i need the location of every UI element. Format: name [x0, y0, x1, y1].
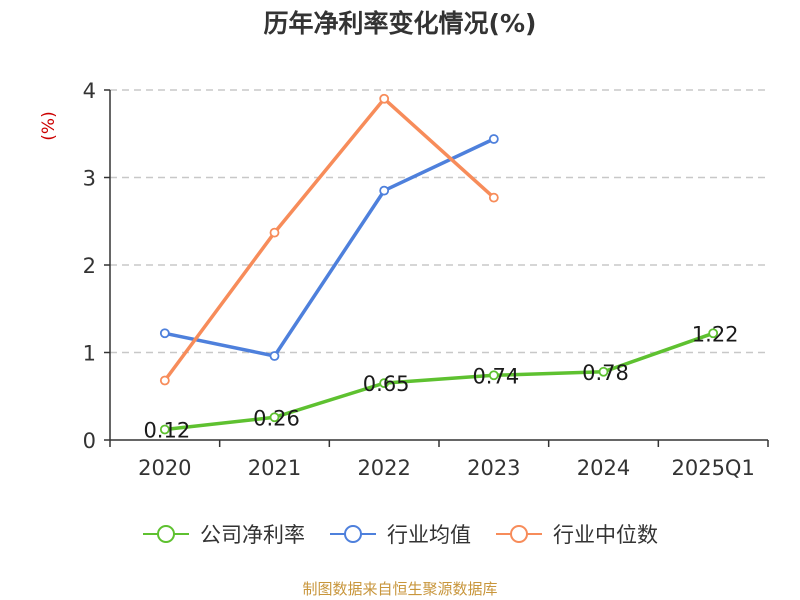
- series-lines: [159, 93, 719, 435]
- data-labels: 0.12 0.26 0.65 0.74 0.78 1.22: [143, 322, 738, 442]
- y-tick-label: 2: [83, 254, 96, 278]
- data-label: 0.74: [472, 364, 519, 388]
- legend-item[interactable]: 公司净利率: [142, 519, 305, 549]
- y-tick-label: 3: [83, 167, 96, 191]
- legend-label: 行业均值: [387, 523, 471, 547]
- y-tick-label: 0: [83, 429, 96, 453]
- data-point: [598, 366, 609, 377]
- data-label: 1.22: [692, 322, 739, 346]
- data-point: [269, 351, 280, 361]
- legend-item[interactable]: 行业均值: [329, 519, 471, 549]
- source-note: 制图数据来自恒生聚源数据库: [302, 580, 498, 598]
- legend-swatch: [496, 525, 542, 543]
- legend: 公司净利率 行业均值 行业中位数: [0, 519, 800, 549]
- data-point: [269, 412, 280, 423]
- data-label: 0.78: [582, 361, 629, 385]
- legend-label: 行业中位数: [553, 523, 658, 547]
- series-line: [164, 331, 714, 432]
- data-point: [488, 134, 499, 144]
- y-tick-label: 4: [83, 79, 96, 103]
- data-label: 0.26: [253, 406, 300, 430]
- data-label: 0.65: [363, 372, 410, 396]
- data-point: [159, 375, 170, 386]
- legend-item[interactable]: 行业中位数: [495, 519, 658, 549]
- axes: 0 1 2 3 4 2020 2021 2022 2023 2024 2025Q1 (%): [39, 79, 769, 480]
- x-tick-label: 2022: [357, 456, 410, 480]
- data-point: [379, 185, 390, 196]
- series-line: [163, 97, 495, 382]
- data-label: 0.12: [143, 419, 190, 443]
- gridlines: [110, 89, 768, 354]
- x-tick-label: 2025Q1: [671, 456, 754, 480]
- y-tick-label: 1: [83, 342, 96, 366]
- y-axis-label: (%): [39, 111, 59, 140]
- data-point: [379, 93, 390, 104]
- x-tick-label: 2023: [467, 456, 520, 480]
- legend-label: 公司净利率: [200, 523, 305, 547]
- legend-swatch-marker: [344, 525, 362, 543]
- legend-swatch-marker: [157, 525, 175, 543]
- series-line: [164, 137, 495, 358]
- data-point: [269, 227, 280, 238]
- data-point: [159, 328, 170, 339]
- data-point: [159, 424, 170, 435]
- legend-swatch: [143, 525, 189, 543]
- data-point: [488, 370, 499, 381]
- x-tick-label: 2021: [248, 456, 301, 480]
- data-point: [379, 378, 390, 389]
- x-tick-label: 2024: [577, 456, 630, 480]
- chart-title: 历年净利率变化情况(%): [263, 9, 537, 38]
- x-tick-label: 2020: [138, 456, 191, 480]
- data-point: [488, 192, 499, 203]
- legend-swatch-marker: [510, 525, 528, 543]
- legend-swatch: [330, 525, 376, 543]
- data-point: [708, 328, 719, 339]
